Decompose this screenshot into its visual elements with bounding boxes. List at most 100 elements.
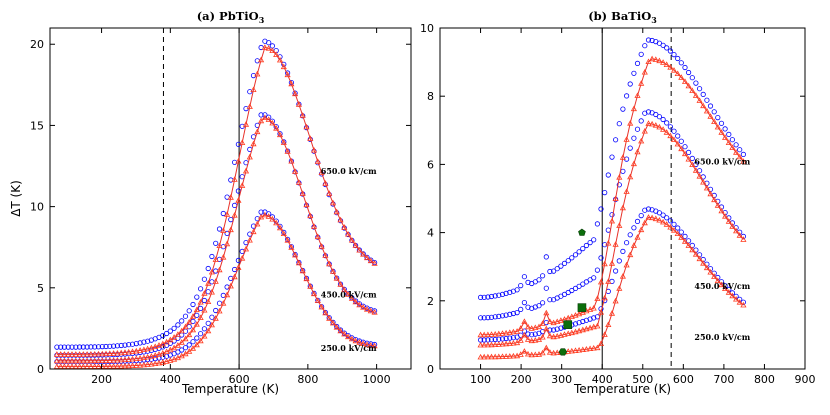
- panel-a-series-triangle-250: [53, 211, 378, 369]
- panel-b-point-circle: [521, 299, 528, 306]
- panel-b-point-triangle: [740, 158, 747, 164]
- panel-a-point-triangle: [295, 179, 302, 185]
- panel-a-point-triangle: [114, 356, 121, 363]
- panel-a-point-triangle: [91, 350, 98, 357]
- panel-a-point-triangle: [152, 343, 159, 350]
- panel-b-point-circle: [499, 291, 506, 297]
- panel-b-point-triangle: [550, 319, 557, 326]
- panel-b-point-triangle: [696, 172, 703, 179]
- panel-a-point-triangle: [371, 309, 378, 315]
- panel-a-point-triangle: [114, 362, 121, 369]
- panel-a-point-triangle: [84, 357, 91, 364]
- panel-a-point-triangle: [152, 352, 159, 358]
- panel-b-xtick-label: 800: [754, 373, 775, 386]
- panel-a-ytick-label: 10: [30, 201, 44, 214]
- panel-a-point-triangle: [227, 282, 234, 289]
- panel-b-point-triangle: [652, 56, 659, 62]
- panel-b-point-circle: [558, 325, 564, 331]
- panel-a-point-triangle: [140, 346, 147, 353]
- panel-b-point-triangle: [649, 55, 656, 62]
- panel-a-point-circle: [201, 297, 207, 304]
- panel-b-point-triangle: [616, 174, 623, 180]
- panel-a-point-triangle: [197, 337, 204, 344]
- panel-b-point-circle: [540, 273, 546, 279]
- panel-b-point-triangle: [481, 341, 488, 348]
- panel-a-point-triangle: [125, 362, 132, 369]
- panel-a-point-triangle: [118, 362, 125, 369]
- panel-b-point-circle: [580, 318, 586, 325]
- panel-b-point-circle: [551, 327, 557, 333]
- panel-b-point-triangle: [678, 145, 685, 152]
- panel-b-point-triangle: [703, 264, 710, 271]
- panel-a-point-circle: [190, 339, 196, 345]
- panel-b-point-triangle: [495, 341, 502, 347]
- panel-a-ticks: 200 400 600 800 1000 0 5 10 15 20: [30, 28, 411, 386]
- panel-b-point-triangle: [477, 353, 484, 360]
- panel-b-point-triangle: [670, 67, 678, 73]
- panel-b-point-triangle: [601, 294, 608, 301]
- panel-a-point-circle: [243, 240, 249, 246]
- panel-a-point-triangle: [118, 349, 125, 356]
- panel-b-point-triangle: [539, 333, 546, 340]
- panel-b-point-circle: [554, 326, 560, 332]
- panel-a-point-triangle: [360, 251, 367, 257]
- panel-a-point-triangle: [159, 349, 166, 356]
- panel-b-point-circle: [634, 218, 641, 224]
- panel-a-point-circle: [220, 210, 226, 217]
- panel-a-point-triangle: [276, 131, 284, 138]
- panel-a-point-circle: [194, 312, 200, 318]
- panel-b-point-triangle: [634, 92, 641, 98]
- panel-a-point-triangle: [356, 339, 363, 345]
- panel-b-point-circle: [558, 263, 564, 269]
- panel-b-point-circle: [613, 268, 619, 274]
- panel-a-point-triangle: [284, 237, 291, 243]
- panel-b-point-triangle: [703, 107, 710, 114]
- panel-b-point-triangle: [576, 310, 583, 317]
- panel-b-point-triangle: [557, 317, 564, 323]
- panel-a-point-triangle: [137, 347, 144, 353]
- panel-a-point-circle: [84, 344, 90, 350]
- panel-a-point-circle: [198, 305, 204, 311]
- panel-a-point-triangle: [159, 359, 166, 365]
- panel-b-point-triangle: [740, 236, 747, 242]
- panel-b-point-triangle: [499, 340, 506, 347]
- panel-a-point-triangle: [72, 357, 79, 364]
- panel-a-point-triangle: [299, 190, 306, 196]
- panel-b-point-triangle: [718, 207, 725, 214]
- panel-b-point-triangle: [707, 113, 714, 119]
- panel-a-point-triangle: [326, 315, 333, 321]
- panel-a-point-circle: [175, 322, 181, 328]
- panel-b-point-triangle: [590, 304, 597, 311]
- panel-a-point-triangle: [95, 363, 102, 369]
- panel-b-point-triangle: [667, 132, 674, 139]
- panel-b-point-circle: [576, 283, 582, 289]
- panel-a-point-circle: [58, 344, 64, 350]
- panel-b-point-triangle: [681, 238, 689, 244]
- panel-a-point-triangle: [363, 306, 371, 312]
- panel-a-point-triangle: [246, 236, 253, 243]
- panel-b-point-triangle: [736, 299, 743, 305]
- panel-b-point-triangle: [689, 161, 696, 168]
- panel-b-point-triangle: [565, 314, 572, 321]
- panel-a-point-triangle: [246, 153, 253, 160]
- panel-a-point-triangle: [258, 56, 265, 63]
- panel-a-point-triangle: [201, 332, 208, 339]
- panel-a-point-triangle: [57, 351, 64, 357]
- panel-a-point-triangle: [121, 356, 129, 363]
- panel-b-point-triangle: [539, 320, 546, 326]
- panel-b-point-triangle: [649, 120, 656, 127]
- panel-b-point-triangle: [503, 353, 510, 359]
- panel-b-point-triangle: [692, 251, 699, 257]
- panel-a-point-triangle: [341, 224, 348, 230]
- panel-b-point-triangle: [503, 329, 510, 336]
- panel-b-point-triangle: [700, 102, 707, 109]
- panel-b-point-triangle: [696, 255, 703, 262]
- panel-b-point-circle: [718, 120, 725, 126]
- panel-a-point-triangle: [201, 290, 208, 296]
- panel-b-xtick-label: 300: [551, 373, 572, 386]
- panel-a-point-triangle: [148, 360, 155, 367]
- panel-a-xtick-label: 1000: [363, 373, 391, 386]
- panel-b-point-triangle: [605, 321, 612, 328]
- panel-b-point-triangle: [477, 341, 484, 348]
- panel-b-point-circle: [481, 315, 487, 321]
